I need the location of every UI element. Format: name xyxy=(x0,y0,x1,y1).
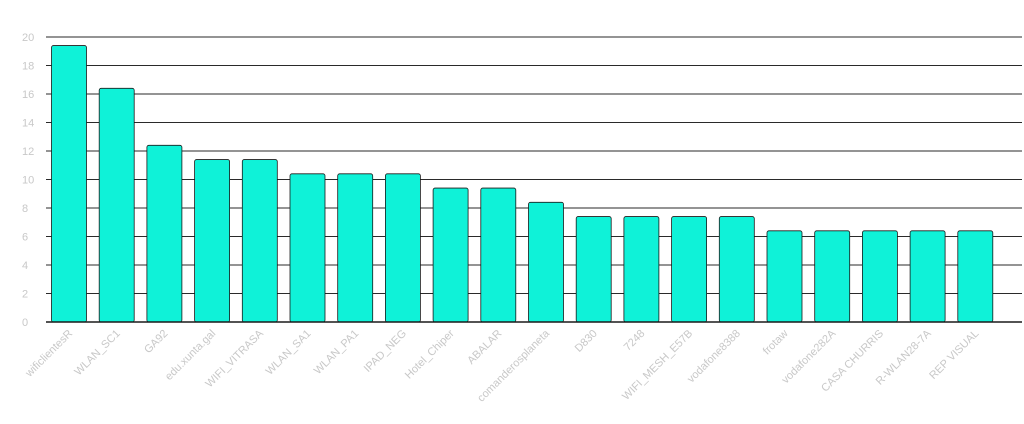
bar xyxy=(957,230,994,323)
y-tick-label: 14 xyxy=(22,118,34,130)
bar xyxy=(718,216,755,323)
x-tick-label: IPAD_NEG xyxy=(362,328,409,375)
bar xyxy=(909,230,946,323)
y-tick-label: 8 xyxy=(22,203,28,215)
bar xyxy=(623,216,660,323)
y-tick-label: 10 xyxy=(22,175,34,187)
bar xyxy=(814,230,851,323)
bar xyxy=(432,187,469,323)
y-tick-label: 12 xyxy=(22,146,34,158)
bar xyxy=(575,216,612,323)
bar xyxy=(480,187,517,323)
x-tick-label: REP VISUAL xyxy=(927,328,981,382)
bar xyxy=(671,216,707,323)
x-tick-label: 7248 xyxy=(622,328,648,354)
y-tick-label: 0 xyxy=(22,317,28,329)
y-tick-label: 20 xyxy=(22,32,34,44)
bar xyxy=(51,45,87,323)
x-tick-label: WLAN_SA1 xyxy=(264,328,314,378)
bar xyxy=(289,173,326,323)
x-tick-label: ABALAR xyxy=(465,328,504,367)
y-tick-label: 4 xyxy=(22,260,28,272)
y-tick-label: 2 xyxy=(22,289,28,301)
y-axis-ticks: 0 2 4 6 8 10 12 14 16 18 20 xyxy=(22,32,34,329)
x-tick-label: wificlientesR xyxy=(23,328,75,380)
x-tick-label: GA92 xyxy=(142,328,170,356)
bar xyxy=(146,144,183,323)
y-tick-label: 16 xyxy=(22,89,34,101)
x-tick-label: WLAN_PA1 xyxy=(312,328,361,377)
x-tick-label: D830 xyxy=(573,328,600,355)
y-tick-label: 18 xyxy=(22,61,34,73)
bar xyxy=(337,173,374,323)
x-tick-label: Hotel_Chiper xyxy=(403,327,457,381)
x-tick-label: WLAN_SC1 xyxy=(72,328,122,378)
bar xyxy=(766,230,803,323)
y-tick-label: 6 xyxy=(22,232,28,244)
bar xyxy=(862,230,898,323)
bar xyxy=(528,201,564,323)
bars xyxy=(51,45,994,323)
bar xyxy=(384,173,421,323)
bar xyxy=(241,159,278,323)
bar xyxy=(194,159,231,323)
x-tick-label: frotaw xyxy=(761,328,791,358)
bar xyxy=(98,87,135,323)
